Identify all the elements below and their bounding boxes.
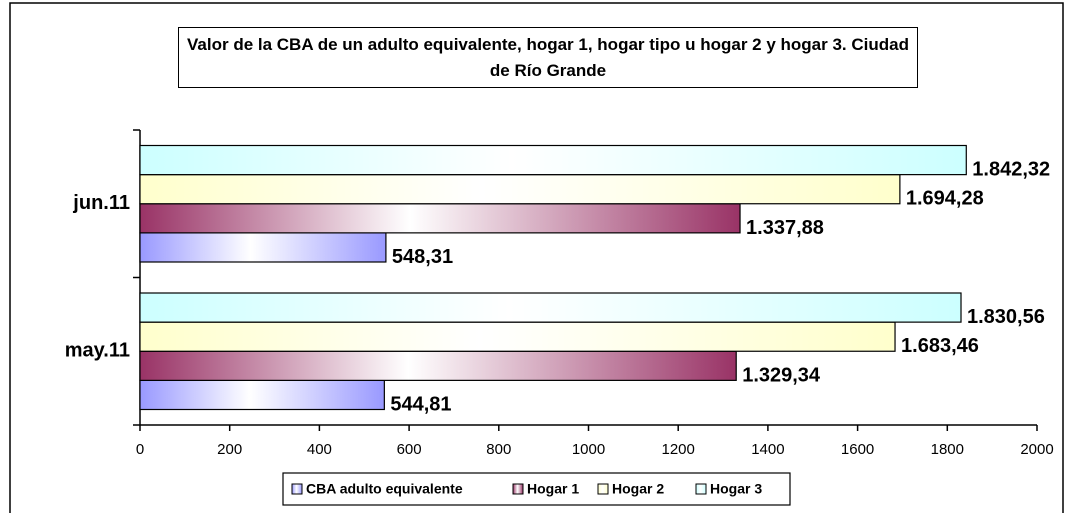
x-tick-label: 2000	[1020, 441, 1053, 458]
legend-box	[282, 472, 791, 506]
chart-title: Valor de la CBA de un adulto equivalente…	[178, 27, 918, 88]
data-label: 1.683,46	[901, 335, 979, 357]
data-label: 1.830,56	[967, 306, 1045, 328]
bar	[139, 144, 967, 176]
x-tick-label: 1800	[931, 441, 964, 458]
data-label: 548,31	[392, 246, 453, 268]
bar	[139, 232, 387, 263]
x-tick-label: 800	[486, 441, 511, 458]
x-tick-label: 600	[397, 441, 422, 458]
x-tick-label: 1000	[572, 441, 605, 458]
bar	[139, 321, 896, 352]
x-tick-label: 1400	[751, 441, 784, 458]
x-tick-label: 200	[217, 441, 242, 458]
bar	[139, 203, 741, 234]
data-label: 1.694,28	[906, 188, 984, 210]
legend-label: Hogar 2	[612, 481, 664, 497]
x-tick-label: 400	[307, 441, 332, 458]
y-tick-label: jun.11	[72, 192, 130, 214]
x-tick-label: 1600	[841, 441, 874, 458]
legend-swatch	[597, 483, 609, 495]
data-label: 1.329,34	[742, 364, 821, 386]
data-label: 1.337,88	[746, 217, 824, 239]
bar	[139, 292, 962, 323]
x-tick-label: 0	[136, 441, 144, 458]
data-label: 1.842,32	[972, 159, 1050, 181]
bar	[139, 174, 901, 205]
x-tick-label: 1200	[662, 441, 695, 458]
legend-label: Hogar 1	[527, 481, 579, 497]
data-label: 544,81	[390, 393, 451, 415]
legend-swatch	[695, 483, 707, 495]
y-tick-label: may.11	[65, 340, 130, 362]
legend-swatch	[291, 483, 303, 495]
legend-label: Hogar 3	[710, 481, 762, 497]
bar	[139, 379, 385, 411]
legend-swatch	[512, 483, 524, 495]
bar	[139, 350, 737, 381]
chart-frame	[9, 2, 1064, 513]
legend-label: CBA adulto equivalente	[306, 481, 463, 497]
